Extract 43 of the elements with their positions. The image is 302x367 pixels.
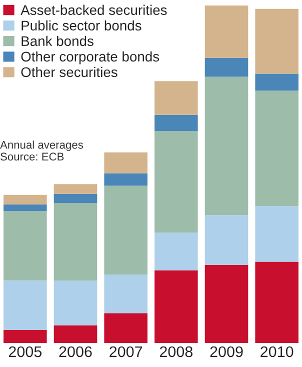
x-tick-label: 2010 — [260, 346, 294, 358]
legend-label: Other corporate bonds — [21, 51, 160, 64]
legend-label: Bank bonds — [22, 36, 94, 46]
x-tick-label: 2006 — [59, 346, 92, 358]
bar — [104, 152, 148, 174]
bar — [204, 6, 248, 58]
bar — [154, 114, 198, 132]
legend-label: Asset-backed securities — [20, 4, 167, 15]
bar — [255, 206, 298, 262]
legend-label: Other securities — [21, 66, 118, 78]
x-tick-label: 2007 — [110, 346, 142, 358]
bar — [255, 8, 298, 74]
x-tick-label: 2005 — [8, 346, 42, 358]
bar — [4, 330, 47, 344]
bar — [204, 58, 248, 77]
bar — [54, 325, 98, 344]
bar — [104, 173, 148, 186]
bar — [54, 194, 98, 204]
bar — [4, 204, 47, 212]
bar — [255, 74, 298, 91]
bar — [54, 280, 98, 326]
bar — [154, 232, 198, 270]
bar — [4, 211, 47, 280]
bar — [4, 280, 47, 330]
bar — [54, 184, 98, 194]
bar — [104, 313, 148, 344]
bar — [255, 262, 298, 344]
x-tick-label: 2009 — [210, 346, 243, 358]
annotation: Annual averages — [0, 140, 83, 151]
bar — [154, 131, 198, 233]
annotation: Source: ECB — [0, 152, 64, 161]
bar — [154, 81, 198, 115]
x-tick-label: 2008 — [160, 346, 192, 358]
bar — [54, 203, 98, 281]
bar — [104, 274, 148, 314]
bar — [204, 215, 248, 265]
bar — [204, 76, 248, 216]
bar — [255, 90, 298, 206]
bar — [104, 186, 148, 275]
bar — [4, 194, 47, 204]
legend-label: Public sector bonds — [22, 20, 142, 31]
bar — [154, 270, 198, 344]
bar — [204, 264, 248, 344]
